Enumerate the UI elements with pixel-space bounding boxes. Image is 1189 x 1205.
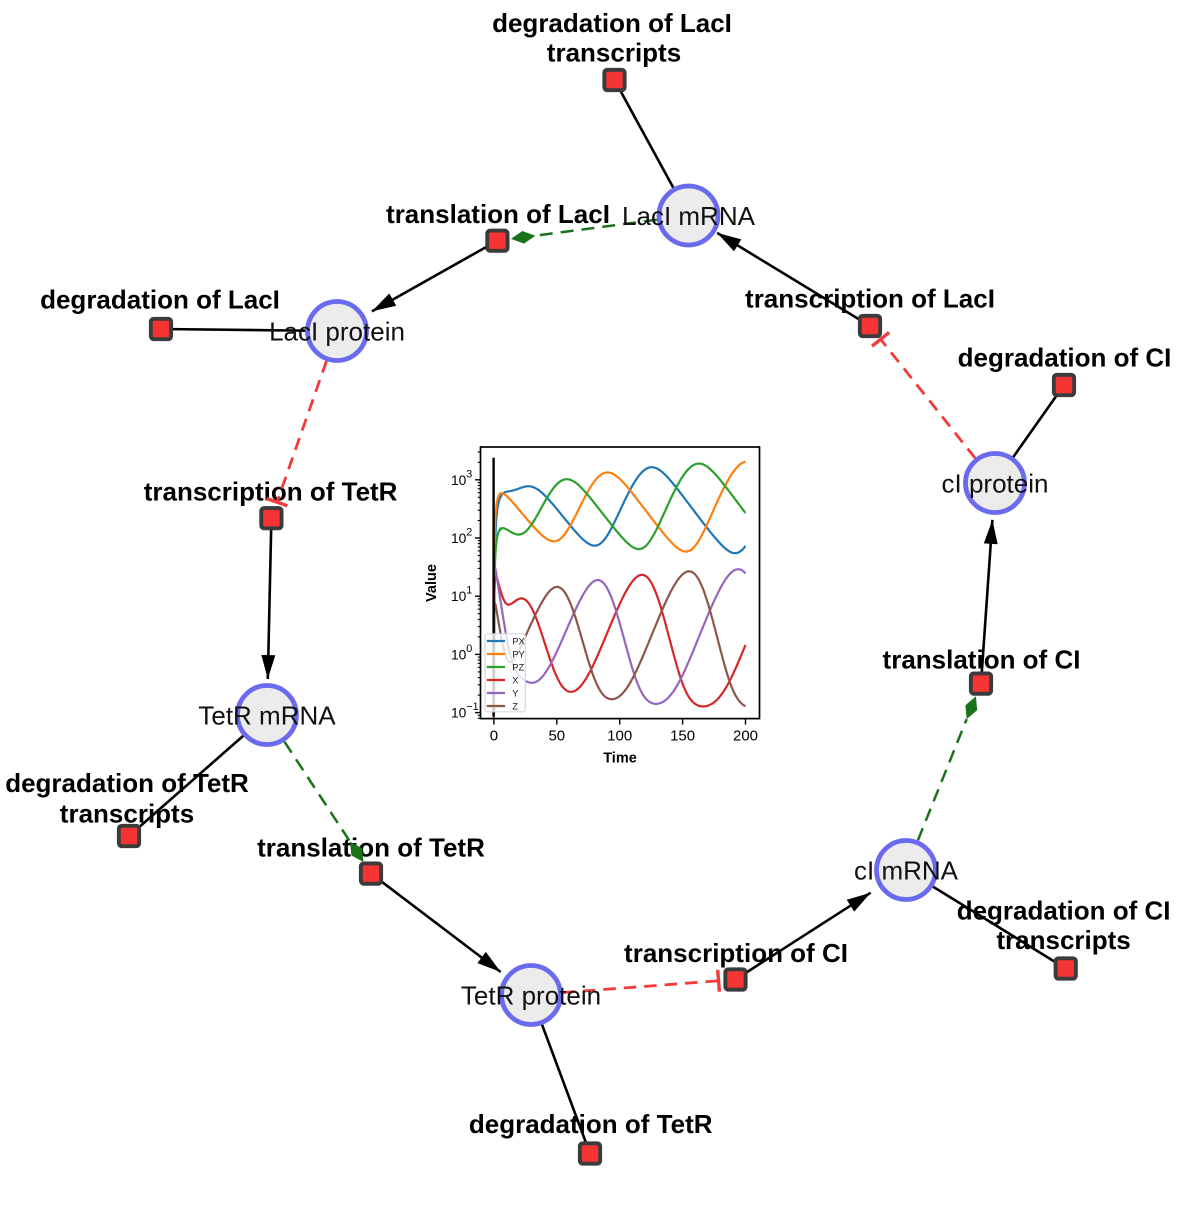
svg-text:transcription of TetR: transcription of TetR xyxy=(144,477,398,507)
svg-text:degradation of CI: degradation of CI xyxy=(958,343,1172,373)
svg-text:200: 200 xyxy=(733,728,758,745)
svg-text:2: 2 xyxy=(466,527,472,539)
svg-text:degradation of LacI: degradation of LacI xyxy=(40,285,280,315)
svg-text:PY: PY xyxy=(512,649,524,659)
svg-text:degradation of LacI: degradation of LacI xyxy=(492,8,732,38)
svg-text:transcripts: transcripts xyxy=(996,925,1130,955)
svg-text:transcripts: transcripts xyxy=(60,799,194,829)
svg-text:degradation of CI: degradation of CI xyxy=(957,895,1171,925)
svg-text:0: 0 xyxy=(466,643,472,655)
svg-text:degradation of TetR: degradation of TetR xyxy=(469,1109,713,1139)
svg-text:1: 1 xyxy=(466,585,472,597)
svg-text:transcripts: transcripts xyxy=(547,38,681,68)
svg-text:TetR protein: TetR protein xyxy=(461,980,601,1010)
svg-text:10: 10 xyxy=(451,589,467,604)
svg-text:10: 10 xyxy=(451,706,467,721)
svg-text:PZ: PZ xyxy=(512,662,524,672)
svg-text:Value: Value xyxy=(424,564,440,602)
svg-text:100: 100 xyxy=(607,728,632,745)
svg-text:10: 10 xyxy=(451,531,467,546)
svg-text:150: 150 xyxy=(670,728,695,745)
svg-text:3: 3 xyxy=(466,468,472,480)
svg-text:50: 50 xyxy=(548,728,565,745)
svg-text:0: 0 xyxy=(490,728,498,745)
svg-text:degradation of TetR: degradation of TetR xyxy=(5,768,249,798)
svg-text:translation of TetR: translation of TetR xyxy=(257,833,485,863)
svg-text:Time: Time xyxy=(603,751,637,767)
svg-text:PX: PX xyxy=(512,636,524,646)
svg-text:cI mRNA: cI mRNA xyxy=(854,855,959,885)
svg-text:cI protein: cI protein xyxy=(942,468,1049,498)
svg-text:Z: Z xyxy=(512,701,518,711)
svg-text:10: 10 xyxy=(451,647,467,662)
svg-text:transcription of CI: transcription of CI xyxy=(624,938,848,968)
svg-text:LacI protein: LacI protein xyxy=(269,316,405,346)
svg-text:TetR mRNA: TetR mRNA xyxy=(198,700,336,730)
svg-text:−1: −1 xyxy=(466,701,478,713)
svg-text:10: 10 xyxy=(451,473,467,488)
svg-text:Y: Y xyxy=(512,688,518,698)
svg-text:X: X xyxy=(512,675,518,685)
svg-text:translation of LacI: translation of LacI xyxy=(386,199,610,229)
svg-text:transcription of LacI: transcription of LacI xyxy=(745,284,995,314)
svg-text:LacI mRNA: LacI mRNA xyxy=(622,201,756,231)
